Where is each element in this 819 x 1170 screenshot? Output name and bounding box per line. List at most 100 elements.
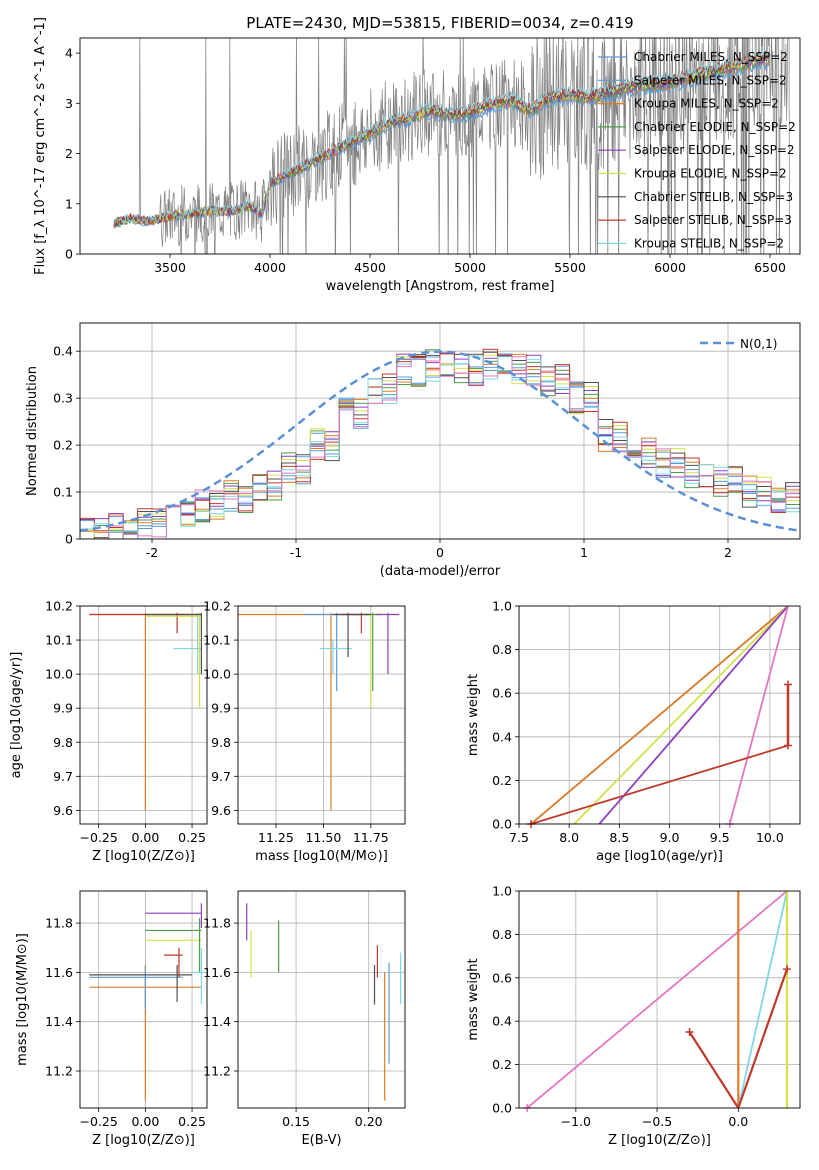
x-tick-label: 11.75 xyxy=(353,830,389,845)
y-axis-label: mass [log10(M/M⊙)] xyxy=(15,933,30,1066)
y-tick-label: 4 xyxy=(65,46,73,61)
x-tick-label: 5500 xyxy=(554,260,586,275)
x-tick-label: −0.25 xyxy=(80,1114,118,1129)
y-tick-label: 10.1 xyxy=(203,633,231,648)
mass-weight-line xyxy=(573,606,789,824)
y-tick-label: 0.6 xyxy=(492,970,512,985)
x-tick-label: 0.00 xyxy=(131,1114,159,1129)
y-tick-label: 10.0 xyxy=(203,667,231,682)
y-tick-label: 0.4 xyxy=(492,1014,512,1029)
y-tick-label: 9.7 xyxy=(211,769,231,784)
y-tick-label: 11.8 xyxy=(45,916,73,931)
plot-area xyxy=(519,606,800,824)
y-tick-label: 3 xyxy=(65,96,73,111)
y-axis-label: mass weight xyxy=(466,958,481,1040)
axes-frame xyxy=(237,605,406,825)
y-tick-label: 0 xyxy=(65,247,73,262)
axes-frame xyxy=(518,890,801,1109)
plot-area xyxy=(80,323,800,539)
axes-frame xyxy=(237,890,406,1109)
x-tick-label: 9.5 xyxy=(710,830,730,845)
mass-weight-marker xyxy=(783,680,792,689)
plot-area xyxy=(238,606,405,824)
y-tick-label: 9.8 xyxy=(211,735,231,750)
y-tick-label: 0.8 xyxy=(492,642,512,657)
x-tick-label: 10.0 xyxy=(756,830,784,845)
x-tick-label: 2 xyxy=(724,545,732,560)
plot-area xyxy=(80,891,207,1108)
x-axis-label: Z [log10(Z/Z⊙)] xyxy=(92,849,195,864)
x-tick-label: 0.25 xyxy=(178,830,206,845)
mass-weight-line xyxy=(530,606,789,824)
plot-area xyxy=(238,891,405,1108)
x-axis-label: mass [log10(M/M⊙)] xyxy=(255,849,388,864)
residual-histogram xyxy=(80,356,800,539)
panel-age-vs-mass xyxy=(234,605,406,828)
x-axis-label: wavelength [Angstrom, rest frame] xyxy=(326,279,555,294)
y-tick-label: 11.4 xyxy=(45,1014,73,1029)
plot-area xyxy=(519,891,800,1108)
observed-spectrum xyxy=(113,38,790,254)
y-tick-label: 9.6 xyxy=(211,803,231,818)
panel-massweight-vs-metallicity xyxy=(515,890,801,1112)
axes-frame xyxy=(79,37,801,255)
y-tick-label: 0.2 xyxy=(492,1057,512,1072)
y-tick-label: 0.6 xyxy=(492,686,512,701)
y-tick-label: 9.9 xyxy=(211,701,231,716)
legend-entry-label: Kroupa ELODIE, N_SSP=2 xyxy=(634,167,787,181)
legend-entry-label: Salpeter ELODIE, N_SSP=2 xyxy=(634,143,795,157)
legend-entry-label: Chabrier MILES, N_SSP=2 xyxy=(634,50,788,64)
y-tick-label: 0.1 xyxy=(53,485,73,500)
x-axis-label: E(B-V) xyxy=(301,1133,341,1148)
x-tick-label: -1 xyxy=(290,545,302,560)
x-tick-label: 0.0 xyxy=(728,1114,748,1129)
y-tick-label: 11.2 xyxy=(45,1064,73,1079)
y-tick-label: 10.0 xyxy=(45,667,73,682)
x-tick-label: 4500 xyxy=(354,260,386,275)
y-tick-label: 0.2 xyxy=(53,438,73,453)
legend-entry-label: Salpeter STELIB, N_SSP=3 xyxy=(634,213,792,227)
y-tick-label: 0.4 xyxy=(492,729,512,744)
x-tick-label: 0.20 xyxy=(355,1114,383,1129)
axes-frame xyxy=(79,322,801,540)
axes-frame xyxy=(518,605,801,825)
normal-reference-curve xyxy=(80,350,800,533)
panel-residual-distribution xyxy=(76,322,801,543)
x-tick-label: 11.50 xyxy=(305,830,341,845)
mass-weight-line xyxy=(728,606,789,824)
x-tick-label: 0.25 xyxy=(178,1114,206,1129)
panel-spectrum xyxy=(76,37,801,258)
y-tick-label: 11.2 xyxy=(203,1064,231,1079)
model-spectrum-series xyxy=(113,48,770,226)
x-tick-label: 6500 xyxy=(754,260,786,275)
x-tick-label: −0.5 xyxy=(642,1114,672,1129)
y-tick-label: 1.0 xyxy=(492,884,512,899)
plot-area xyxy=(80,606,207,824)
mass-weight-line xyxy=(598,606,789,824)
legend-entry-label: Chabrier ELODIE, N_SSP=2 xyxy=(634,120,796,134)
y-axis-label: Flux [f_λ 10^-17 erg cm^-2 s^-1 A^-1] xyxy=(33,17,48,275)
x-tick-label: 1 xyxy=(580,545,588,560)
y-axis-label: mass weight xyxy=(466,674,481,756)
legend-entry-label: Chabrier STELIB, N_SSP=3 xyxy=(634,190,793,204)
mass-weight-line xyxy=(737,891,788,1108)
y-tick-label: 0.3 xyxy=(53,391,73,406)
axes-frame xyxy=(79,605,208,825)
y-tick-label: 0.4 xyxy=(53,344,73,359)
chart-title: PLATE=2430, MJD=53815, FIBERID=0034, z=0… xyxy=(246,14,633,32)
y-tick-label: 10.1 xyxy=(45,633,73,648)
x-tick-label: 6000 xyxy=(654,260,686,275)
mass-weight-marker xyxy=(783,965,792,974)
y-tick-label: 9.8 xyxy=(53,735,73,750)
y-axis-label: Normed distribution xyxy=(25,366,40,496)
x-tick-label: 7.5 xyxy=(509,830,529,845)
x-axis-label: age [log10(age/yr)] xyxy=(596,849,723,864)
x-axis-label: (data-model)/error xyxy=(380,564,501,579)
y-tick-label: 11.6 xyxy=(203,965,231,980)
y-tick-label: 10.2 xyxy=(45,599,73,614)
y-tick-label: 1.0 xyxy=(492,599,512,614)
mass-weight-line xyxy=(530,744,789,824)
y-tick-label: 9.7 xyxy=(53,769,73,784)
axes-frame xyxy=(79,890,208,1109)
x-tick-label: -2 xyxy=(146,545,158,560)
